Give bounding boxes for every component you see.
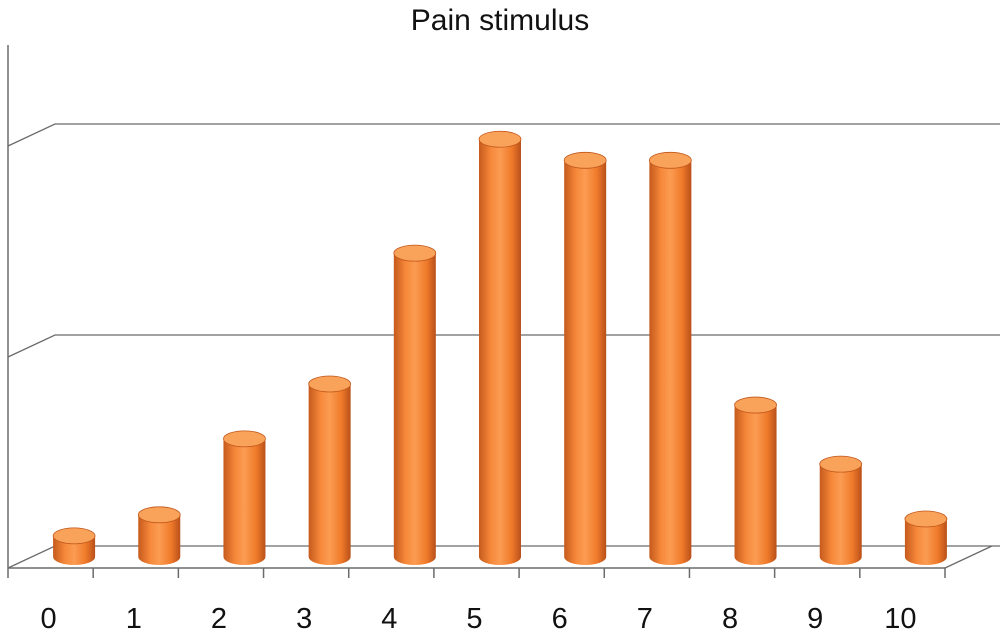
bar-top	[223, 430, 266, 448]
x-tick-labels: 0 1 2 3 4 5 6 7 8 9 10	[41, 603, 917, 635]
bar-1	[137, 506, 181, 565]
bar-2	[223, 430, 266, 565]
bar-top	[137, 506, 181, 524]
bar-body	[479, 139, 521, 565]
x-tick-label-2: 2	[211, 603, 227, 635]
x-tick-label-5: 5	[466, 603, 482, 635]
bar-top	[819, 455, 863, 473]
bar-body	[904, 519, 947, 565]
x-tick-label-7: 7	[637, 603, 653, 635]
bar-body	[564, 160, 607, 565]
bar-top	[734, 396, 777, 414]
bars	[52, 130, 948, 565]
bar-top	[478, 130, 522, 148]
bar-top	[648, 151, 692, 169]
bar-body	[649, 160, 692, 565]
bar-body	[138, 514, 181, 565]
bar-6	[563, 151, 607, 565]
x-tick-label-10: 10	[884, 603, 916, 635]
x-tick-label-3: 3	[296, 603, 312, 635]
bar-0	[52, 527, 96, 565]
bar-top	[563, 151, 607, 169]
x-tick-label-9: 9	[807, 603, 823, 635]
x-tick-label-8: 8	[722, 603, 738, 635]
bar-top	[308, 375, 352, 393]
bar-4	[393, 244, 437, 565]
bar-8	[734, 396, 777, 565]
bar-body	[223, 438, 266, 565]
bar-7	[648, 151, 692, 565]
bar-top	[393, 244, 437, 262]
x-axis	[7, 45, 946, 578]
bar-body	[393, 253, 436, 565]
bar-top	[52, 527, 96, 545]
bar-top	[904, 510, 948, 528]
bar-body	[819, 464, 862, 565]
bar-5	[478, 130, 522, 565]
x-tick-label-4: 4	[381, 603, 397, 635]
gridline-10	[7, 123, 1000, 147]
x-tick-label-1: 1	[126, 603, 142, 635]
bar-body	[734, 405, 777, 565]
bar-body	[308, 383, 351, 565]
bar-9	[819, 455, 863, 565]
bar-10	[904, 510, 948, 565]
x-tick-label-0: 0	[41, 603, 57, 635]
bar-3	[308, 375, 352, 565]
x-tick-label-6: 6	[552, 603, 568, 635]
chart-title: Pain stimulus	[411, 4, 589, 37]
